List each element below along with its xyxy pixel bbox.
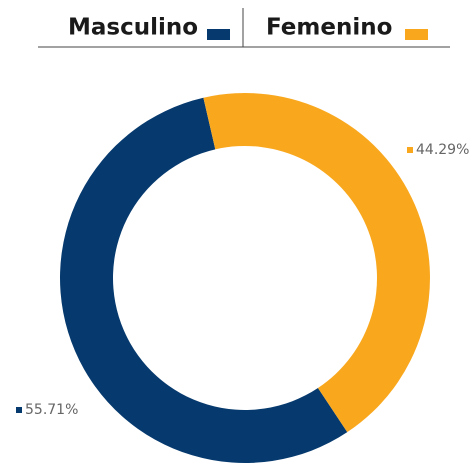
legend-label: Femenino: [266, 15, 392, 41]
value-label: 55.71%: [25, 402, 78, 418]
legend-swatch: [405, 29, 428, 40]
donut-segment: [203, 92, 431, 433]
label-swatch: [407, 147, 413, 153]
legend-swatch: [207, 29, 230, 40]
value-label: 44.29%: [416, 142, 469, 158]
donut-segment: [60, 97, 348, 463]
legend-label: Masculino: [68, 15, 198, 41]
label-swatch: [16, 407, 22, 413]
